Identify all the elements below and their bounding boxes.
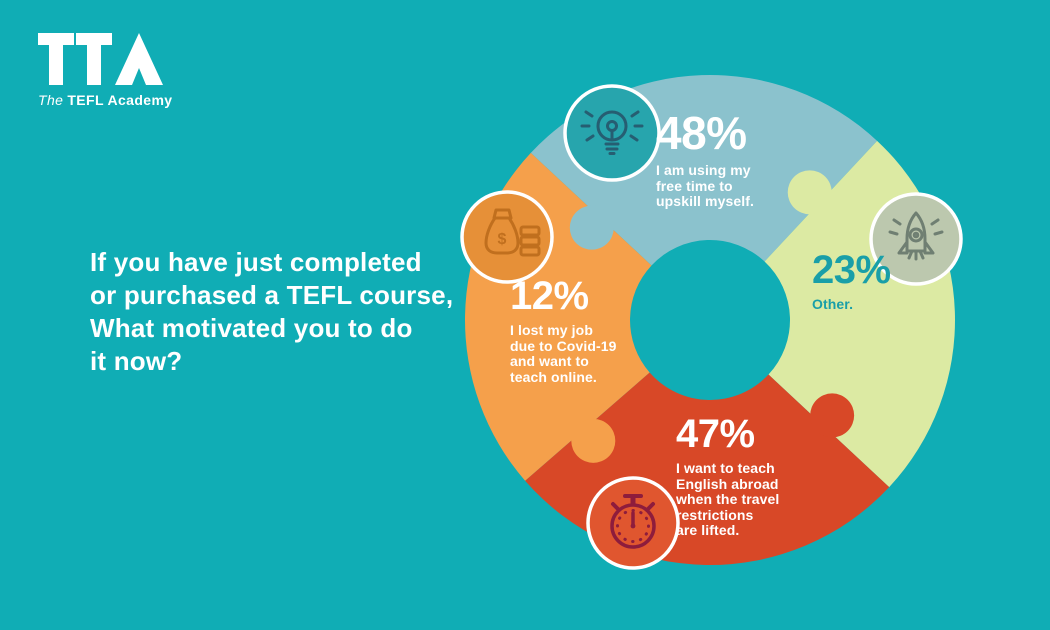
segment-label-lost-job: 12% I lost my job due to Covid-19 and wa… (510, 276, 650, 385)
logo-letter-t1 (38, 33, 74, 85)
segment-tab-other (787, 170, 832, 215)
logo-tagline-the: The (38, 92, 64, 108)
segment-label-other: 23% Other. (812, 250, 932, 313)
logo-tagline: The TEFL Academy (38, 92, 173, 108)
segment-value-other: 23% (812, 248, 891, 292)
lightbulb-icon (563, 84, 661, 182)
segment-value-teach-abroad: 47% (676, 412, 755, 456)
money-bag-icon: $ (460, 190, 554, 284)
segment-value-lost-job: 12% (510, 274, 589, 318)
segment-label-upskill: 48% I am using my free time to upskill m… (656, 110, 786, 210)
segment-label-teach-abroad: 47% I want to teach English abroad when … (676, 414, 816, 539)
question-title: If you have just completed or purchased … (90, 247, 454, 376)
logo-tagline-rest: TEFL Academy (67, 92, 173, 108)
tta-logo: The TEFL Academy (38, 33, 173, 108)
segment-description-teach-abroad: I want to teach English abroad when the … (676, 460, 780, 538)
stopwatch-icon (586, 476, 680, 570)
segment-description-upskill: I am using my free time to upskill mysel… (656, 162, 754, 209)
logo-letter-t2 (76, 33, 112, 85)
logo-letter-a (115, 33, 163, 85)
segment-tab-lost-job (571, 418, 616, 463)
segment-description-lost-job: I lost my job due to Covid-19 and want t… (510, 322, 617, 385)
svg-text:$: $ (498, 231, 507, 248)
puzzle-donut-chart: $ 48% I am using my (460, 70, 963, 570)
segment-value-upskill: 48% (656, 107, 747, 159)
segment-description-other: Other. (812, 296, 854, 312)
segment-tab-upskill (569, 205, 614, 250)
segment-tab-teach-abroad (810, 393, 855, 438)
tta-logo-mark (38, 33, 163, 85)
rocket-icon (869, 192, 963, 286)
